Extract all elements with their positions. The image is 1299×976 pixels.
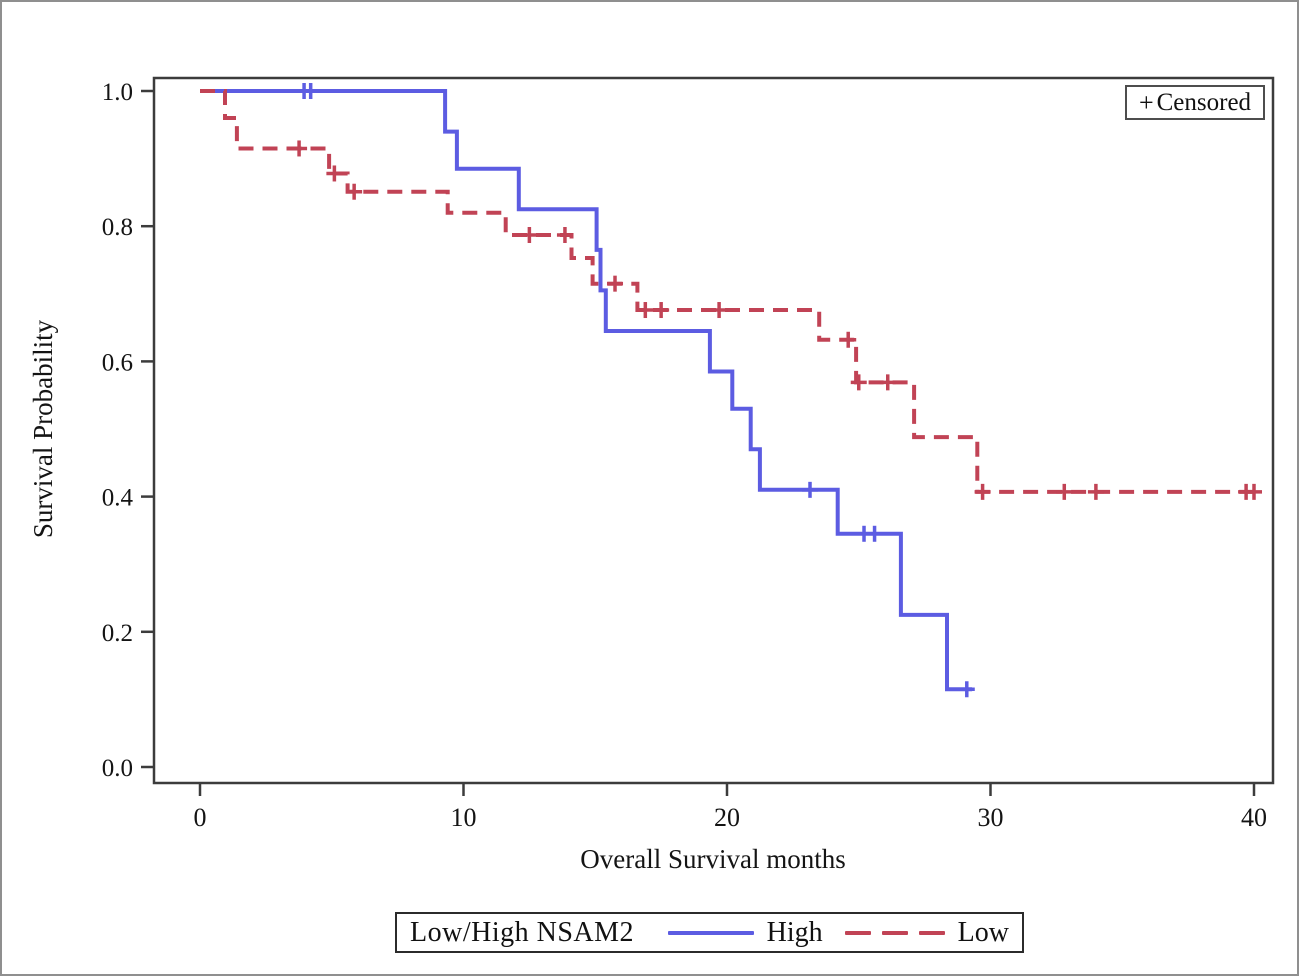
censored-legend-box: + Censored xyxy=(1125,85,1265,120)
censored-legend-label: Censored xyxy=(1156,88,1252,116)
series-legend-box: Low/High NSAM2 High Low xyxy=(395,912,1024,953)
legend-low-label: Low xyxy=(957,916,1009,948)
x-axis-label: Overall Survival months xyxy=(580,844,845,874)
censor-marks-low xyxy=(291,140,1262,500)
y-tick-label: 1.0 xyxy=(102,79,133,106)
y-axis-label: Survival Probability xyxy=(28,319,58,538)
legend-low-dash xyxy=(881,930,908,935)
x-tick-label: 0 xyxy=(194,803,207,832)
legend-high-sample xyxy=(668,930,754,935)
y-axis-ticks: 0.0 0.2 0.4 0.6 0.8 1.0 xyxy=(102,79,154,782)
legend-high-label: High xyxy=(766,916,823,948)
censor-marks-high xyxy=(296,83,975,698)
x-tick-label: 30 xyxy=(978,803,1004,832)
x-axis-ticks: 0 10 20 30 40 xyxy=(194,783,1267,832)
plot-frame xyxy=(152,76,1275,785)
legend-low-dash xyxy=(844,930,871,935)
y-tick-label: 0.0 xyxy=(102,755,133,782)
y-tick-label: 0.8 xyxy=(102,214,133,241)
censored-plus-icon: + xyxy=(1138,87,1154,117)
legend-low-dash xyxy=(918,930,945,935)
y-tick-label: 0.4 xyxy=(102,485,134,512)
y-tick-label: 0.6 xyxy=(102,349,133,376)
x-tick-label: 40 xyxy=(1241,803,1267,832)
x-tick-label: 20 xyxy=(714,803,740,832)
legend-group-label: Low/High NSAM2 xyxy=(410,916,635,948)
legend-low-sample xyxy=(844,930,945,935)
y-tick-label: 0.2 xyxy=(102,620,133,647)
survival-curves xyxy=(200,83,1262,698)
x-tick-label: 10 xyxy=(451,803,477,832)
